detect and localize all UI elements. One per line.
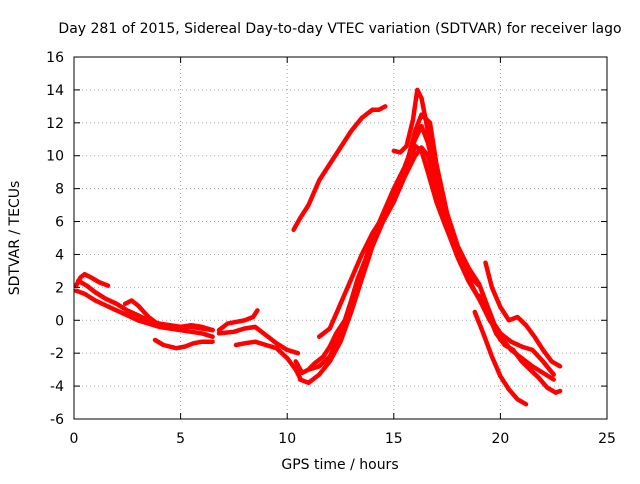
series-line-sat-n xyxy=(391,87,471,270)
series-line-sat-b xyxy=(73,288,215,339)
x-tick-label: 0 xyxy=(70,431,79,447)
series-line-sat-l xyxy=(316,112,503,343)
series-line-sat-i xyxy=(293,143,482,376)
series-line-sat-o xyxy=(483,260,563,369)
series-line-sat-p xyxy=(476,293,563,395)
series-line-sat-g xyxy=(216,324,301,356)
x-tick-label: 10 xyxy=(278,431,296,447)
chart-title: Day 281 of 2015, Sidereal Day-to-day VTE… xyxy=(58,21,621,37)
y-tick-label: 6 xyxy=(55,215,64,231)
data-series-group xyxy=(73,87,563,407)
y-tick-label: -2 xyxy=(50,346,64,362)
x-axis-label: GPS time / hours xyxy=(281,457,398,473)
series-line-sat-k xyxy=(306,123,556,382)
series-line-sat-h xyxy=(233,339,303,381)
series-line-sat-d xyxy=(122,298,215,333)
y-axis-label: SDTVAR / TECUs xyxy=(7,181,23,296)
x-tick-label: 25 xyxy=(598,431,616,447)
y-tick-label: -6 xyxy=(50,412,64,428)
x-tick-label: 20 xyxy=(491,431,509,447)
plot-frame xyxy=(73,56,608,420)
y-tick-label: 14 xyxy=(46,83,64,99)
x-tick-label: 15 xyxy=(385,431,403,447)
y-tick-label: 10 xyxy=(46,149,64,165)
y-tick-label: 2 xyxy=(55,280,64,296)
y-tick-label: -4 xyxy=(50,379,64,395)
series-line-sat-a xyxy=(73,271,111,288)
y-tick-label: 4 xyxy=(55,247,64,263)
series-line-sat-f xyxy=(216,308,260,333)
series-line-sat-q xyxy=(472,309,529,407)
axis-ticks: 0 5 10 15 20 25 -6 -4 -2 0 2 4 6 8 10 12 14 16 xyxy=(46,50,616,447)
series-line-sat-e xyxy=(152,337,215,351)
x-tick-label: 5 xyxy=(176,431,185,447)
series-line-sat-m xyxy=(291,104,388,233)
y-tick-label: 8 xyxy=(55,182,64,198)
y-tick-label: 0 xyxy=(55,313,64,329)
series-line-sat-j xyxy=(297,145,556,386)
y-tick-label: 16 xyxy=(46,50,64,66)
y-tick-label: 12 xyxy=(46,116,64,132)
